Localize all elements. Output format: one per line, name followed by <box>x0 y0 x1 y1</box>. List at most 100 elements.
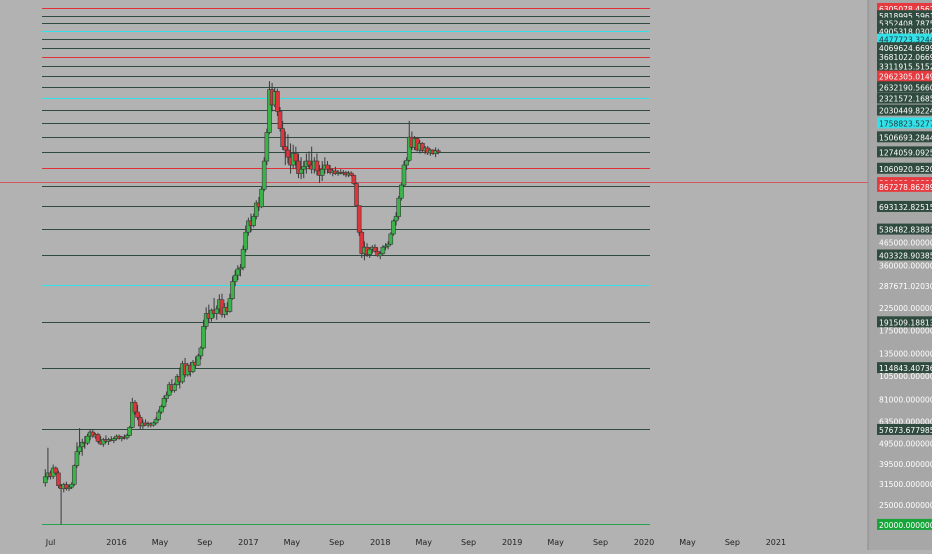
svg-text:31500.00000000: 31500.00000000 <box>879 480 932 489</box>
candle-79 <box>251 213 256 228</box>
time-axis[interactable]: Jul 2016 May Sep 2017 May Sep 2018 May Sep 2019 May… <box>45 538 786 547</box>
price-label-17: 867278.86289605 <box>877 180 932 192</box>
price-label-15: 1060920.95202830 <box>877 162 932 174</box>
svg-text:360000.00000000: 360000.00000000 <box>879 262 932 271</box>
x-tick-3: Sep <box>197 538 212 547</box>
svg-text:25000.00000000: 25000.00000000 <box>879 501 932 510</box>
candle-75 <box>240 245 246 271</box>
candle-133 <box>393 212 399 226</box>
price-label-10: 2321572.16859040 <box>877 92 932 104</box>
x-tick-8: May <box>415 538 432 547</box>
x-tick-12: Sep <box>593 538 608 547</box>
candle-59 <box>198 346 204 360</box>
candle-143 <box>420 142 425 153</box>
candle-117 <box>351 174 357 186</box>
candle-136 <box>401 161 407 188</box>
price-label-23: 287671.02030092 <box>879 282 932 291</box>
candle-72 <box>232 270 238 287</box>
price-label-12: 1758823.52778540 <box>877 117 932 129</box>
price-level-lines <box>42 8 650 525</box>
x-tick-10: 2019 <box>502 538 522 547</box>
x-tick-2: May <box>152 538 169 547</box>
candle-12 <box>74 442 80 469</box>
price-label-21: 403328.90385962 <box>877 249 932 261</box>
svg-text:693132.82515718: 693132.82515718 <box>879 203 932 212</box>
candle-41 <box>151 421 156 427</box>
candle-107 <box>325 161 330 174</box>
candle-118 <box>354 182 359 206</box>
svg-text:4069624.66998721: 4069624.66998721 <box>879 44 932 53</box>
svg-text:1758823.52778540: 1758823.52778540 <box>879 119 932 128</box>
candle-105 <box>319 161 325 182</box>
candle-35 <box>135 404 140 421</box>
candle-80 <box>253 200 259 220</box>
candle-96 <box>296 153 301 179</box>
svg-text:105000.00000000: 105000.00000000 <box>879 372 932 381</box>
candle-34 <box>132 400 138 415</box>
price-label-33: 49500.00000000 <box>879 440 932 449</box>
x-tick-16: 2021 <box>766 538 786 547</box>
candle-97 <box>298 157 304 180</box>
svg-text:867278.86289605: 867278.86289605 <box>879 183 932 192</box>
svg-text:225000.00000000: 225000.00000000 <box>879 304 932 313</box>
price-label-2: 5352408.78754596 <box>877 17 932 29</box>
svg-text:403328.90385962: 403328.90385962 <box>879 252 932 261</box>
candle-98 <box>301 161 307 179</box>
svg-text:3311915.51524832: 3311915.51524832 <box>879 63 932 72</box>
candle-46 <box>164 391 169 403</box>
candle-120 <box>359 230 365 259</box>
svg-text:2632190.56608299: 2632190.56608299 <box>879 83 932 92</box>
candle-56 <box>190 360 196 374</box>
candle-58 <box>195 353 201 366</box>
candle-16 <box>85 433 90 445</box>
candle-22 <box>101 437 106 447</box>
x-tick-7: 2018 <box>370 538 390 547</box>
price-label-31: 63500.00000000 <box>879 417 932 426</box>
candle-132 <box>391 219 396 236</box>
price-label-18: 693132.82515718 <box>877 200 932 212</box>
candle-44 <box>159 404 164 414</box>
x-tick-6: Sep <box>329 538 344 547</box>
candle-116 <box>348 171 354 177</box>
price-label-35: 31500.00000000 <box>879 480 932 489</box>
svg-text:2321572.16859040: 2321572.16859040 <box>879 95 932 104</box>
price-label-37: 20000.00000000 <box>877 518 932 530</box>
candle-65 <box>214 305 220 320</box>
candle-0 <box>42 469 48 487</box>
candle-137 <box>404 157 409 171</box>
candle-4 <box>53 466 59 475</box>
price-label-0: 6305078.45621874 <box>877 2 932 14</box>
candle-26 <box>111 437 117 444</box>
x-tick-13: 2020 <box>634 538 654 547</box>
candle-76 <box>243 225 249 253</box>
candle-10 <box>69 482 74 489</box>
svg-text:5818995.59618565: 5818995.59618565 <box>879 12 932 21</box>
svg-text:49500.00000000: 49500.00000000 <box>879 440 932 449</box>
price-axis[interactable]: 6305078.456218745818995.596185655352408.… <box>867 0 932 550</box>
candle-85 <box>267 81 272 135</box>
candle-128 <box>380 245 386 255</box>
svg-text:63500.00000000: 63500.00000000 <box>879 417 932 426</box>
svg-text:1060920.95202830: 1060920.95202830 <box>879 165 932 174</box>
candle-60 <box>201 319 206 350</box>
candle-70 <box>227 293 233 313</box>
candle-42 <box>153 417 159 425</box>
price-label-26: 175000.00000000 <box>879 326 932 335</box>
candle-49 <box>172 382 177 393</box>
svg-text:20000.00000000: 20000.00000000 <box>879 521 932 530</box>
price-label-28: 114843.40736368 <box>877 362 932 374</box>
svg-text:3681022.06692107: 3681022.06692107 <box>879 53 932 62</box>
candle-90 <box>280 120 285 151</box>
price-label-1: 5818995.59618565 <box>877 10 932 22</box>
svg-text:39500.00000000: 39500.00000000 <box>879 460 932 469</box>
price-label-24: 225000.00000000 <box>879 304 932 313</box>
candle-149 <box>435 148 441 155</box>
price-label-14: 1274059.09255395 <box>877 146 932 158</box>
candle-74 <box>238 263 243 277</box>
x-tick-5: May <box>284 538 301 547</box>
candle-130 <box>385 241 391 250</box>
candle-123 <box>367 247 372 259</box>
